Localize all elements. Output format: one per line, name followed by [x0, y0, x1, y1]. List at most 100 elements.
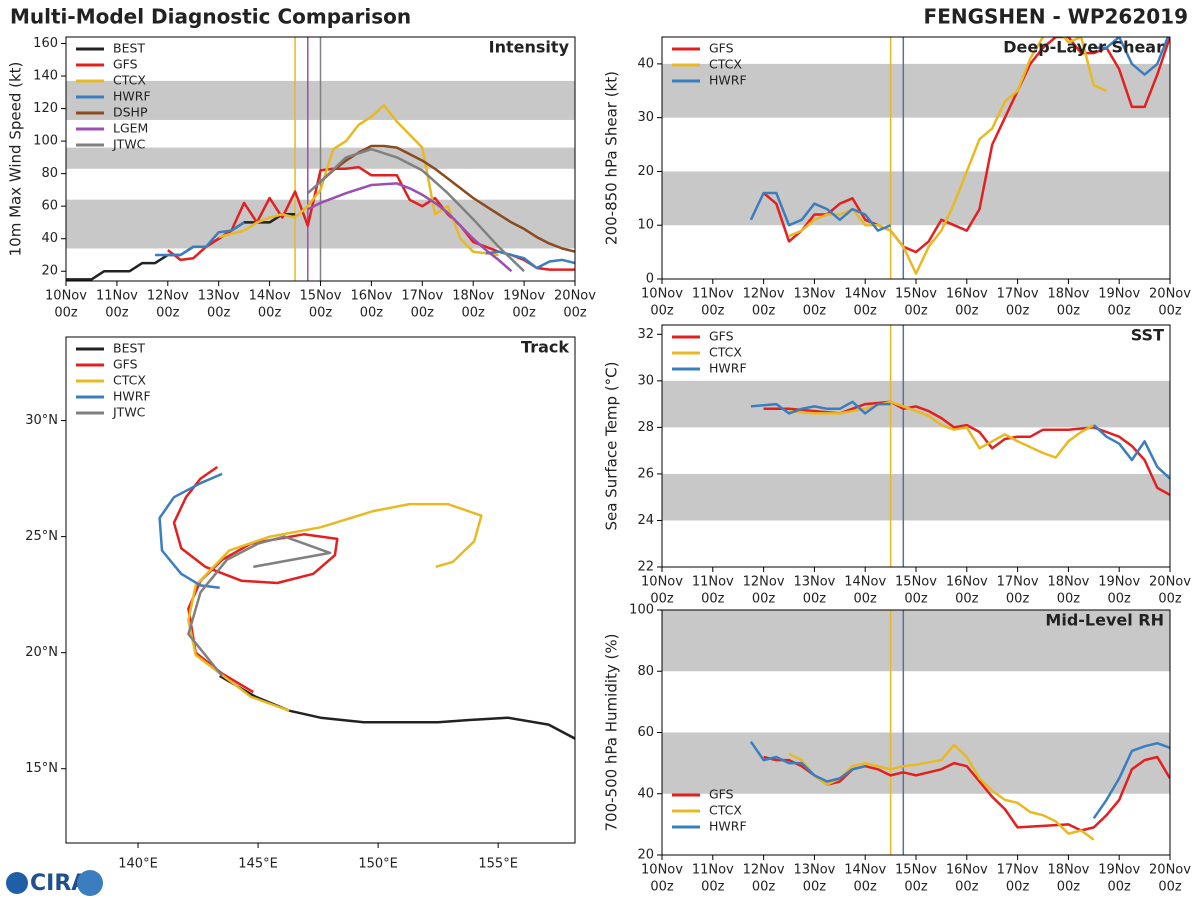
x-tick-label: 00z [1158, 304, 1182, 319]
x-tick-label: 15Nov [300, 289, 342, 304]
x-tick-label: 00z [854, 304, 878, 319]
series-line [788, 37, 1107, 275]
x-tick-label: 00z [462, 306, 486, 321]
x-tick-label: 17Nov [997, 575, 1039, 590]
x-tick-label: 00z [1006, 592, 1030, 607]
legend-label: CTCX [113, 373, 146, 388]
y-tick-label: 80 [637, 664, 654, 679]
x-tick-label: 13Nov [793, 863, 835, 878]
x-tick-label: 20Nov [1149, 287, 1191, 302]
series-line [319, 144, 575, 253]
x-tick-label: 17Nov [401, 289, 443, 304]
legend-label: CTCX [709, 57, 742, 72]
x-tick-label: 00z [650, 304, 674, 319]
plot-content [662, 37, 1170, 279]
x-tick-label: 00z [955, 592, 979, 607]
y-tick-label: 60 [637, 725, 654, 740]
series-line [749, 37, 1170, 232]
x-tick-label: 00z [803, 880, 827, 895]
x-tick-label: 19Nov [1098, 287, 1140, 302]
series-line [187, 502, 483, 712]
series-line [158, 472, 223, 589]
x-tick-label: 13Nov [793, 287, 835, 302]
plot-content [662, 610, 1170, 855]
series-line [749, 740, 1170, 820]
legend-label: GFS [709, 41, 734, 56]
page-title: Multi-Model Diagnostic Comparison [10, 5, 411, 29]
legend-label: GFS [113, 357, 138, 372]
panel-title: Mid-Level RH [1045, 611, 1164, 630]
x-tick-label: 00z [904, 304, 928, 319]
plot-content [662, 325, 1170, 567]
y-tick-label: 120 [33, 101, 58, 116]
x-tick-label: 155°E [478, 857, 518, 872]
plot-frame [65, 336, 576, 844]
x-tick-label: 145°E [238, 857, 278, 872]
legend-label: HWRF [709, 73, 747, 88]
y-tick-label: 15°N [25, 761, 58, 776]
panel-title: SST [1131, 326, 1164, 345]
x-tick-label: 19Nov [1098, 863, 1140, 878]
series-line [155, 221, 575, 270]
panel-title: Track [521, 338, 569, 357]
y-tick-label: 22 [637, 560, 654, 575]
x-tick-label: 00z [1158, 592, 1182, 607]
y-tick-label: 30 [637, 110, 654, 125]
legend-label: JTWC [112, 405, 146, 420]
x-tick-label: 15Nov [895, 575, 937, 590]
legend-label: CTCX [709, 803, 742, 818]
x-tick-label: 18Nov [1047, 575, 1089, 590]
panel: 0 10 20 30 40 10Nov 00z 11Nov 00z 12Nov 00z 13Nov 00… [603, 36, 1191, 319]
x-tick-label: 00z [105, 306, 129, 321]
y-tick-label: 32 [637, 327, 654, 342]
x-tick-label: 10Nov [641, 863, 683, 878]
x-tick-label: 00z [1057, 304, 1081, 319]
legend-label: HWRF [709, 361, 747, 376]
x-tick-label: 13Nov [793, 575, 835, 590]
x-tick-label: 11Nov [692, 863, 734, 878]
x-tick-label: 16Nov [946, 575, 988, 590]
x-tick-label: 00z [650, 592, 674, 607]
panel: 15°N 20°N 25°N 30°N 140°E 145°E 150°E 155°E Trac… [25, 336, 576, 872]
series-line [750, 400, 1170, 480]
y-tick-label: 28 [637, 420, 654, 435]
x-tick-label: 00z [1108, 304, 1132, 319]
x-tick-label: 00z [512, 306, 536, 321]
shade-band [662, 380, 1170, 428]
x-tick-label: 20Nov [554, 289, 596, 304]
series-line [763, 400, 1170, 496]
x-tick-label: 17Nov [997, 863, 1039, 878]
legend-label: JTWC [112, 137, 146, 152]
x-tick-label: 15Nov [895, 287, 937, 302]
x-tick-label: 00z [752, 592, 776, 607]
y-tick-label: 100 [33, 134, 58, 149]
x-tick-label: 14Nov [844, 863, 886, 878]
x-tick-label: 00z [1006, 880, 1030, 895]
x-tick-label: 13Nov [198, 289, 240, 304]
x-tick-label: 00z [803, 304, 827, 319]
plot-area [662, 325, 1170, 567]
x-tick-label: 00z [904, 880, 928, 895]
y-axis-label: Sea Surface Temp (°C) [603, 361, 621, 530]
x-tick-label: 00z [1006, 304, 1030, 319]
x-tick-label: 11Nov [692, 575, 734, 590]
y-axis-label: 700-500 hPa Humidity (%) [603, 633, 621, 831]
x-tick-label: 00z [701, 880, 725, 895]
x-tick-label: 10Nov [641, 575, 683, 590]
x-tick-label: 16Nov [350, 289, 392, 304]
shade-band [662, 610, 1170, 672]
x-tick-label: 14Nov [844, 575, 886, 590]
panel: 22 24 26 28 30 32 10Nov 00z 11Nov 00z 12Nov 00z 13No… [603, 324, 1191, 607]
x-tick-label: 00z [1057, 880, 1081, 895]
x-tick-label: 00z [650, 880, 674, 895]
x-tick-label: 00z [701, 304, 725, 319]
legend-label: HWRF [709, 819, 747, 834]
shade-band [662, 63, 1170, 118]
x-tick-label: 00z [563, 306, 587, 321]
panel-title: Intensity [489, 38, 570, 57]
legend-label: CTCX [709, 345, 742, 360]
plot-content [158, 465, 575, 740]
y-tick-label: 25°N [25, 529, 58, 544]
series-line [307, 182, 513, 273]
plot-area [66, 337, 575, 843]
